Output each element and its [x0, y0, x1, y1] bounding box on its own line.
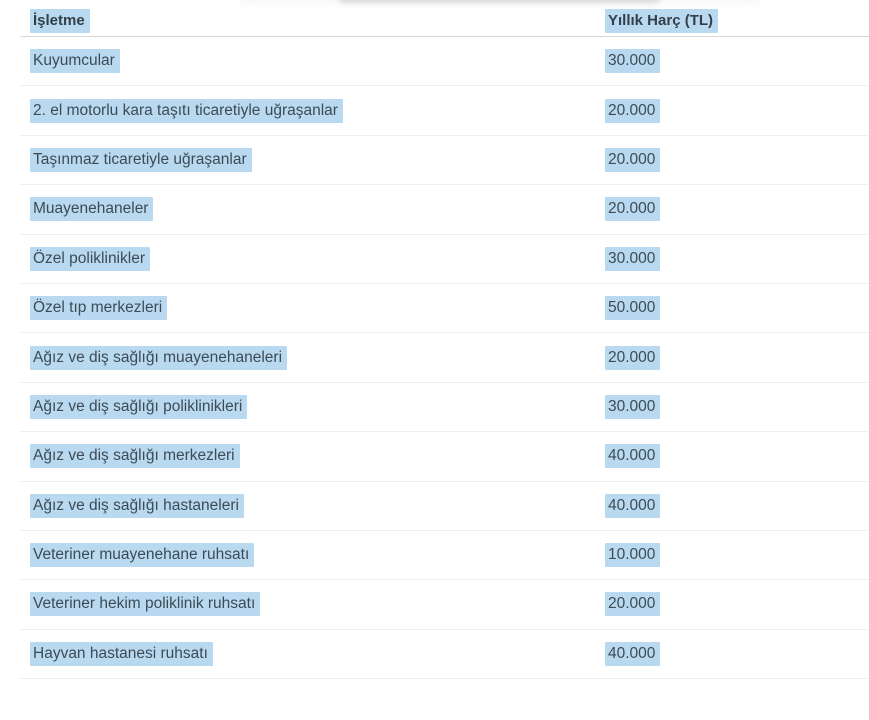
fee-value: 20.000 [605, 147, 661, 172]
cell-business: Veteriner muayenehane ruhsatı [20, 543, 595, 568]
cell-fee: 30.000 [595, 246, 869, 271]
business-name: Veteriner muayenehane ruhsatı [30, 543, 255, 568]
business-name: Veteriner hekim poliklinik ruhsatı [30, 592, 261, 617]
business-name: Özel tıp merkezleri [30, 296, 168, 321]
cell-business: 2. el motorlu kara taşıtı ticaretiyle uğ… [20, 98, 595, 123]
cell-business: Ağız ve diş sağlığı poliklinikleri [20, 394, 595, 419]
header-cell-business: İşletme [20, 9, 595, 33]
fee-value: 40.000 [605, 641, 661, 666]
table-row: Muayenehaneler 20.000 [20, 185, 869, 235]
business-name: Kuyumcular [30, 49, 120, 74]
column-header-business: İşletme [30, 9, 90, 33]
fee-value: 20.000 [605, 98, 661, 123]
business-name: Hayvan hastanesi ruhsatı [30, 641, 213, 666]
table-row: Ağız ve diş sağlığı muayenehaneleri 20.0… [20, 333, 869, 383]
cell-fee: 20.000 [595, 592, 869, 617]
cell-fee: 10.000 [595, 543, 869, 568]
cell-fee: 20.000 [595, 147, 869, 172]
table-header-row: İşletme Yıllık Harç (TL) [20, 0, 869, 37]
fee-value: 30.000 [605, 49, 661, 74]
column-header-fee: Yıllık Harç (TL) [605, 9, 719, 33]
fee-value: 20.000 [605, 592, 661, 617]
cell-business: Taşınmaz ticaretiyle uğraşanlar [20, 147, 595, 172]
business-name: 2. el motorlu kara taşıtı ticaretiyle uğ… [30, 98, 343, 123]
business-name: Ağız ve diş sağlığı poliklinikleri [30, 394, 248, 419]
cell-business: Kuyumcular [20, 49, 595, 74]
fee-value: 10.000 [605, 543, 661, 568]
fee-value: 30.000 [605, 246, 661, 271]
table-row: Ağız ve diş sağlığı merkezleri 40.000 [20, 432, 869, 482]
annual-fees-table: İşletme Yıllık Harç (TL) Kuyumcular 30.0… [20, 0, 869, 680]
cell-business: Ağız ve diş sağlığı hastaneleri [20, 493, 595, 518]
cell-business: Ağız ve diş sağlığı muayenehaneleri [20, 345, 595, 370]
table-row: Taşınmaz ticaretiyle uğraşanlar 20.000 [20, 136, 869, 186]
table-row: Veteriner muayenehane ruhsatı 10.000 [20, 531, 869, 581]
table-row: Özel poliklinikler 30.000 [20, 235, 869, 284]
cell-fee: 20.000 [595, 98, 869, 123]
table-row: 2. el motorlu kara taşıtı ticaretiyle uğ… [20, 86, 869, 136]
business-name: Muayenehaneler [30, 197, 154, 222]
cell-fee: 20.000 [595, 345, 869, 370]
cell-business: Muayenehaneler [20, 197, 595, 222]
fee-value: 20.000 [605, 197, 661, 222]
cell-fee: 40.000 [595, 493, 869, 518]
business-name: Ağız ve diş sağlığı muayenehaneleri [30, 345, 288, 370]
cell-fee: 30.000 [595, 394, 869, 419]
cell-business: Ağız ve diş sağlığı merkezleri [20, 444, 595, 469]
fee-value: 30.000 [605, 394, 661, 419]
table-row: Ağız ve diş sağlığı poliklinikleri 30.00… [20, 383, 869, 433]
cell-fee: 40.000 [595, 641, 869, 666]
table-row: Veteriner hekim poliklinik ruhsatı 20.00… [20, 580, 869, 630]
cell-business: Hayvan hastanesi ruhsatı [20, 641, 595, 666]
cell-fee: 30.000 [595, 49, 869, 74]
cell-fee: 20.000 [595, 197, 869, 222]
table-row: Ağız ve diş sağlığı hastaneleri 40.000 [20, 482, 869, 531]
header-cell-fee: Yıllık Harç (TL) [595, 9, 869, 33]
fee-value: 20.000 [605, 345, 661, 370]
fee-value: 40.000 [605, 493, 661, 518]
cell-business: Veteriner hekim poliklinik ruhsatı [20, 592, 595, 617]
business-name: Ağız ve diş sağlığı hastaneleri [30, 493, 244, 518]
fee-value: 50.000 [605, 296, 661, 321]
business-name: Ağız ve diş sağlığı merkezleri [30, 444, 240, 469]
business-name: Taşınmaz ticaretiyle uğraşanlar [30, 147, 252, 172]
business-name: Özel poliklinikler [30, 246, 150, 271]
cell-fee: 50.000 [595, 296, 869, 321]
table-row: Özel tıp merkezleri 50.000 [20, 284, 869, 334]
cell-fee: 40.000 [595, 444, 869, 469]
fee-value: 40.000 [605, 444, 661, 469]
table-row: Kuyumcular 30.000 [20, 37, 869, 87]
table-row: Hayvan hastanesi ruhsatı 40.000 [20, 630, 869, 680]
cell-business: Özel tıp merkezleri [20, 296, 595, 321]
cropped-toolbar-shadow [338, 0, 660, 6]
cell-business: Özel poliklinikler [20, 246, 595, 271]
table-body: Kuyumcular 30.000 2. el motorlu kara taş… [20, 37, 869, 680]
